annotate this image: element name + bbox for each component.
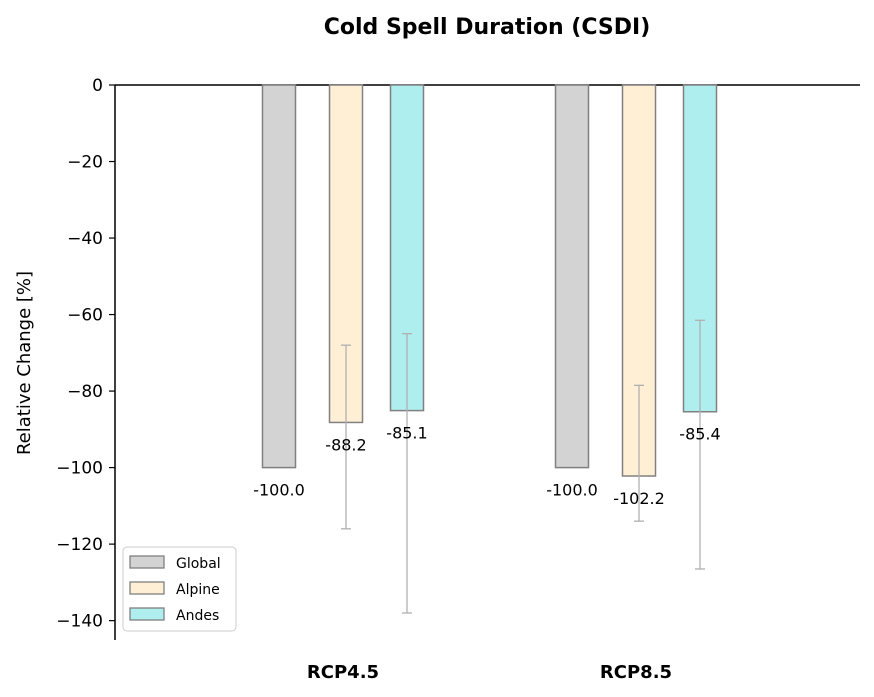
chart-title: Cold Spell Duration (CSDI) <box>324 15 651 40</box>
legend: Global Alpine Andes <box>122 546 237 632</box>
data-label: -85.4 <box>679 425 720 444</box>
bar-global-rcp85 <box>554 84 590 469</box>
y-tick-label: −60 <box>67 306 103 326</box>
data-label: -100.0 <box>546 481 598 500</box>
legend-label-andes: Andes <box>176 608 219 624</box>
legend-label-global: Global <box>176 556 221 572</box>
y-tick-label: −20 <box>67 153 103 173</box>
y-tick-label: −40 <box>67 229 103 249</box>
data-label: -100.0 <box>253 481 305 500</box>
y-tick-label: −100 <box>56 459 103 479</box>
legend-label-alpine: Alpine <box>176 582 220 598</box>
legend-swatch-andes <box>129 607 165 621</box>
data-label: -102.2 <box>613 489 665 508</box>
category-label: RCP8.5 <box>600 662 672 683</box>
plot-area: 0 −20 −40 −60 −80 −100 −120 −140 -100.0 -100.0 -88… <box>56 76 860 683</box>
y-tick-label: 0 <box>92 76 103 96</box>
y-tick-label: −80 <box>67 382 103 402</box>
y-axis-label: Relative Change [%] <box>14 271 35 455</box>
category-label: RCP4.5 <box>307 662 379 683</box>
data-label: -85.1 <box>386 424 427 443</box>
legend-swatch-alpine <box>129 581 165 595</box>
y-tick-label: −120 <box>56 535 103 555</box>
bar-global-rcp45 <box>261 84 297 469</box>
legend-swatch-global <box>129 555 165 569</box>
y-tick-label: −140 <box>56 612 103 632</box>
data-label: -88.2 <box>325 435 366 454</box>
